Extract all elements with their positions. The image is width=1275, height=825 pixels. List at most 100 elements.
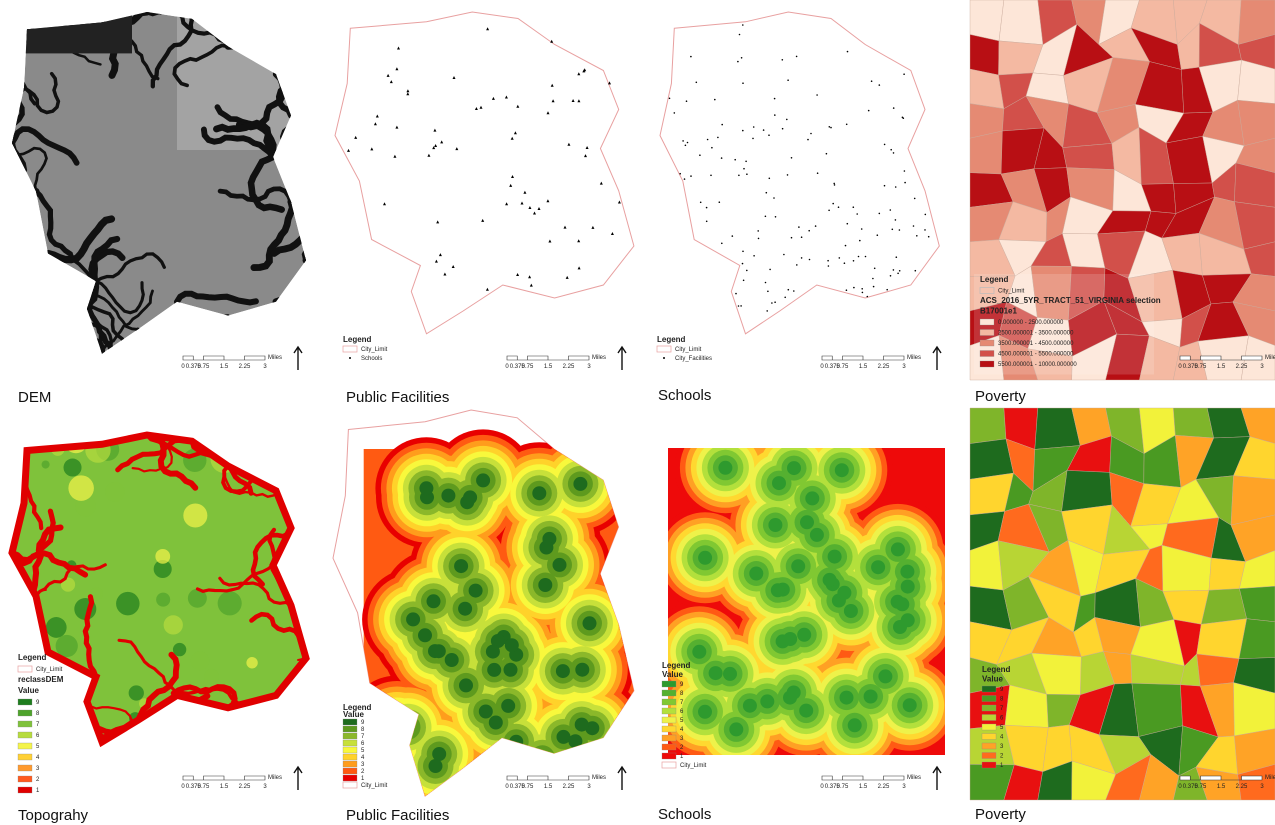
school-point (828, 126, 831, 128)
school-point (800, 257, 803, 259)
buffer-ring (900, 613, 915, 628)
legend-swatch (661, 725, 677, 733)
channel (94, 252, 166, 283)
scale-label: 0 (1178, 364, 1182, 370)
buffer-ring (582, 616, 597, 631)
school-point (706, 138, 709, 141)
buffer-ring (742, 698, 757, 713)
school-point (859, 239, 861, 242)
scale-label: 1.5 (220, 784, 229, 790)
school-point (767, 290, 769, 293)
school-point (872, 277, 874, 280)
school-point (796, 264, 798, 266)
legend-swatch (661, 743, 677, 751)
buffer-ring (501, 698, 516, 713)
channel (200, 126, 276, 160)
tract (1230, 475, 1275, 526)
channel (272, 47, 306, 76)
tract (1061, 470, 1113, 512)
facility-icon (485, 287, 489, 291)
facility-icon (481, 218, 485, 222)
legend-label: 4 (361, 755, 365, 761)
school-point (768, 177, 771, 180)
buffer-ring (503, 662, 518, 677)
facility-icon (455, 147, 459, 151)
school-point (833, 184, 836, 186)
legend-swatch (17, 764, 33, 772)
school-point (757, 237, 760, 240)
school-point (895, 256, 898, 259)
tract (1062, 143, 1115, 170)
school-point (786, 174, 789, 176)
tract (1233, 436, 1275, 480)
tract (1239, 585, 1275, 623)
scale-label: 3 (587, 364, 591, 370)
buffer-ring (799, 703, 814, 718)
buffer-ring (809, 527, 824, 542)
facility-icon (440, 140, 444, 144)
legend-label: 6 (680, 709, 684, 715)
school-point (883, 184, 886, 187)
scale-unit: Miles (268, 355, 282, 361)
facility-icon (427, 153, 431, 157)
buffer-ring (895, 597, 910, 612)
scale-label: 3 (263, 364, 267, 370)
north-arrow (617, 765, 627, 790)
school-point (852, 260, 855, 262)
legend: Legend City_Limit reclassDEM Value 9 8 7 6 5 4 3 2 1 (17, 653, 64, 794)
scale-label: 0.75 (1195, 784, 1207, 790)
school-point (845, 123, 848, 126)
north-arrow (293, 345, 303, 370)
scale-unit: Miles (1265, 775, 1275, 781)
buffer-ring (900, 579, 915, 594)
school-point (828, 209, 830, 212)
tract (1237, 59, 1275, 104)
facility-icon (533, 211, 536, 215)
facility-icon (516, 273, 520, 276)
legend-label: 5500.000001 - 10000.000000 (998, 362, 1077, 368)
channel (135, 651, 180, 724)
map-panel (969, 0, 1275, 381)
school-point (673, 112, 676, 114)
buffer-ring (791, 559, 806, 574)
channel (28, 331, 106, 354)
north-arrow (293, 765, 303, 790)
topo-patch (75, 495, 96, 517)
legend-swatch (656, 345, 672, 353)
scale-bar-line (182, 775, 266, 781)
scale-label: 0 (505, 364, 509, 370)
topo-patch (60, 577, 76, 592)
school-point (705, 206, 708, 209)
tract (969, 407, 1007, 444)
facility-icon (608, 81, 611, 85)
school-point (738, 174, 740, 177)
scale-label: 1.5 (1217, 364, 1226, 370)
north-arrow (617, 345, 627, 370)
legend-label: 7 (1000, 706, 1004, 712)
north-arrow (932, 765, 942, 790)
buffer-ring (428, 644, 442, 659)
topo-patch (290, 728, 306, 742)
legend-label: 9 (361, 720, 365, 726)
school-point (827, 259, 829, 262)
scale-bar-line (821, 355, 905, 361)
legend-label: 8 (36, 711, 40, 717)
scale-bar-line (506, 775, 590, 781)
scale-label: 2.25 (1236, 364, 1248, 370)
scale-label: 0 (181, 364, 185, 370)
school-point (742, 129, 744, 132)
scale-label: 0.375 (1183, 364, 1199, 370)
legend-swatch (342, 774, 358, 782)
scale-label: 0.375 (825, 364, 841, 370)
facility-icon (528, 206, 532, 209)
school-point (737, 305, 740, 307)
scale-label: 2.25 (878, 784, 890, 790)
scale-label: 0.375 (510, 364, 526, 370)
school-point (735, 292, 737, 295)
school-point (784, 296, 786, 299)
legend-swatch (661, 680, 677, 688)
legend-swatch (661, 761, 677, 769)
facility-icon (397, 46, 400, 50)
